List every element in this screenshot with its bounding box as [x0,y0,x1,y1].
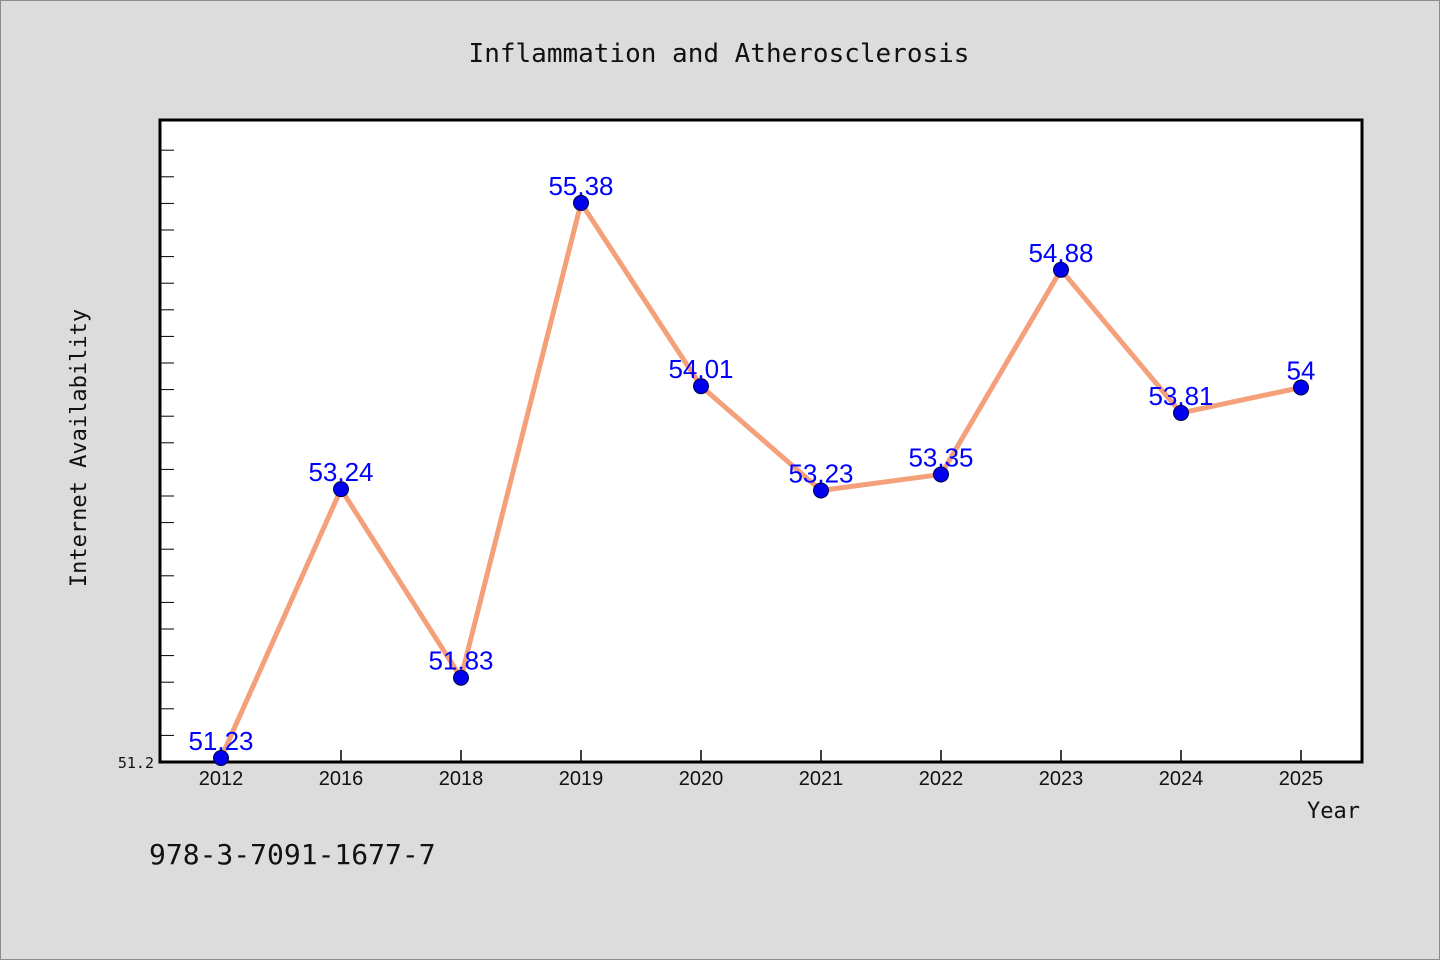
data-point [933,466,949,483]
data-point [1053,261,1069,278]
data-point [693,378,709,395]
series-line-segment [1058,267,1184,416]
data-label: 53.81 [1148,381,1213,411]
data-label: 54.88 [1028,238,1093,268]
x-tick-label: 2023 [1039,768,1084,790]
x-tick-label: 2020 [679,768,724,790]
series-line-segment [458,200,584,681]
data-label: 51.23 [188,726,253,756]
y-axis-minor-ticks [160,149,174,736]
series-0 [213,194,1309,766]
isbn-annotation: 978-3-7091-1677-7 [149,838,436,871]
x-tick-label: 2022 [919,768,964,790]
y-tick-label: 51.2 [118,754,154,772]
data-labels: 51.23 53.24 51.83 55.38 54.01 53.23 53.35 54.88… [188,171,1315,756]
x-axis-ticks [220,750,1302,762]
series-line-segment [218,486,344,761]
series-line-segment [1178,385,1304,416]
x-tick-label: 2024 [1159,768,1204,790]
x-tick-label: 2019 [559,768,604,790]
series-line-segment [578,200,704,389]
data-point [1293,379,1309,396]
x-tick-labels: 2012 2016 2018 2019 2020 2021 2022 2023 2024 2025 [199,768,1324,790]
series-line-segment [818,471,944,493]
data-point [1173,404,1189,421]
data-label: 53.23 [788,458,853,488]
series-line-segment [938,267,1064,477]
data-label: 51.83 [428,646,493,676]
y-axis-label: Internet Availability [67,309,92,587]
data-label: 53.24 [308,457,373,487]
series-line-segment [338,486,464,681]
data-label: 55.38 [548,171,613,201]
x-tick-label: 2025 [1279,768,1324,790]
x-tick-label: 2018 [439,768,484,790]
x-tick-label: 2012 [199,768,244,790]
data-point [213,749,229,766]
data-label: 54.01 [668,354,733,384]
data-point [333,481,349,498]
data-label: 54 [1287,356,1316,386]
data-point [453,669,469,686]
data-point [813,482,829,499]
x-tick-label: 2016 [319,768,364,790]
chart-title: Inflammation and Atherosclerosis [469,39,970,69]
data-point [573,194,589,211]
series-line-segment [698,383,824,493]
x-tick-label: 2021 [799,768,844,790]
x-axis-label: Year [1307,799,1360,824]
data-label: 53.35 [908,442,973,472]
